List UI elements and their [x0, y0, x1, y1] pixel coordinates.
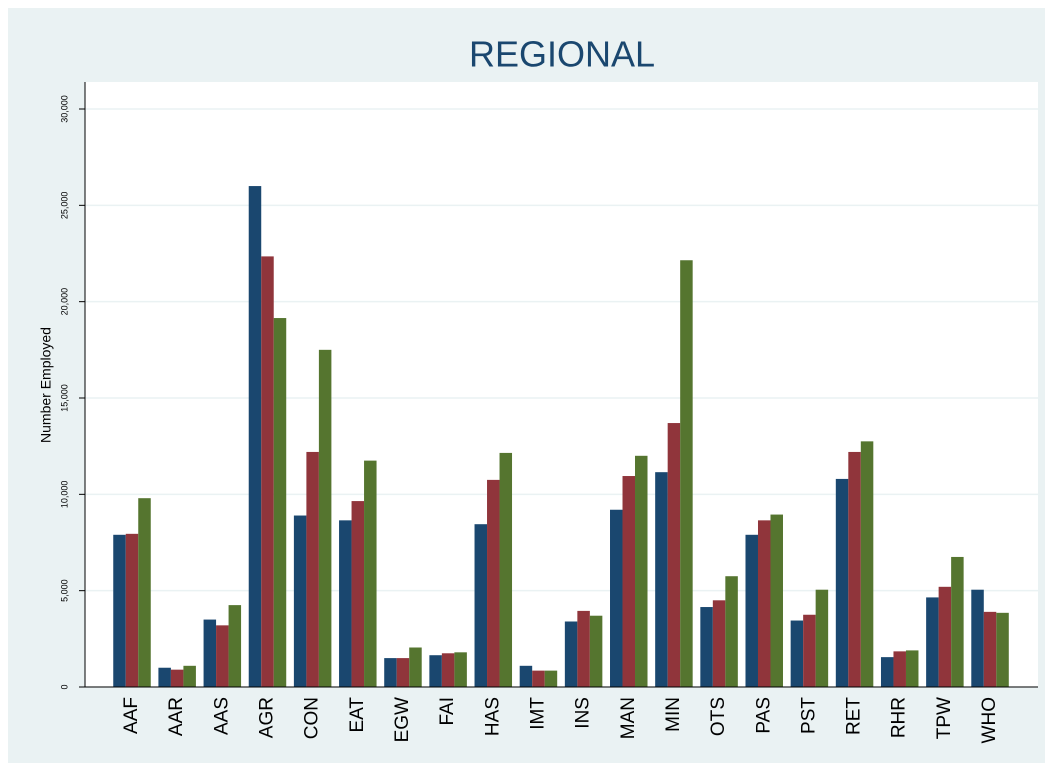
x-tick-label: PST: [798, 697, 819, 734]
bar: [429, 655, 442, 687]
y-tick-label: 0: [59, 684, 69, 689]
x-tick-label: FAI: [437, 697, 458, 726]
bar: [589, 615, 603, 687]
bar: [125, 533, 139, 687]
x-tick-label: AAS: [211, 697, 232, 735]
bar: [996, 612, 1009, 687]
bar: [409, 647, 422, 687]
bar: [835, 478, 849, 687]
chart-title: REGIONAL: [469, 34, 655, 75]
x-tick-label: TPW: [934, 697, 955, 739]
bar: [273, 318, 287, 687]
bar: [655, 472, 668, 687]
bar: [293, 515, 307, 687]
y-tick-label: 20,000: [59, 288, 69, 316]
bar: [396, 658, 410, 687]
x-tick-label: RHR: [889, 697, 910, 738]
bar: [745, 534, 758, 687]
x-tick-label: IMT: [527, 697, 548, 730]
bar: [158, 667, 171, 687]
bar: [384, 658, 397, 687]
bar: [610, 509, 623, 687]
x-tick-label: INS: [573, 697, 594, 729]
bar: [971, 589, 984, 687]
y-tick-label: 25,000: [59, 192, 69, 220]
bar: [519, 665, 533, 687]
bar: [893, 651, 906, 687]
bar: [248, 186, 262, 688]
bar: [487, 479, 500, 687]
bar: [138, 498, 151, 687]
y-tick-label: 30,000: [59, 95, 69, 123]
x-tick-label: EAT: [347, 697, 368, 733]
bar: [848, 451, 861, 687]
bar: [803, 614, 816, 687]
bar: [622, 476, 636, 687]
x-tick-label: EGW: [392, 697, 413, 742]
bar: [113, 534, 126, 687]
bar: [532, 670, 545, 687]
bar: [880, 657, 894, 687]
x-tick-label: AAR: [166, 697, 187, 736]
plot-region: [85, 82, 1038, 687]
bar: [454, 652, 467, 687]
bar: [564, 621, 578, 687]
bar: [983, 611, 997, 687]
bar: [938, 586, 952, 687]
bar: [216, 625, 229, 687]
bar: [474, 524, 488, 687]
bar: [860, 441, 874, 687]
bar: [815, 589, 829, 687]
bar: [790, 620, 804, 687]
bar: [544, 670, 558, 687]
bar: [339, 520, 352, 687]
x-tick-label: MIN: [663, 697, 684, 732]
bar: [351, 501, 365, 687]
bar: [635, 455, 648, 687]
bar: [712, 600, 726, 687]
bar: [577, 610, 590, 687]
y-axis-title: Number Employed: [38, 327, 54, 443]
y-tick-label: 15,000: [59, 384, 69, 412]
x-tick-label: AGR: [256, 697, 277, 738]
bar: [905, 650, 919, 687]
x-tick-label: CON: [302, 697, 323, 739]
x-tick-label: AAF: [121, 697, 142, 734]
bar: [261, 256, 274, 687]
y-tick-label: 10,000: [59, 481, 69, 509]
bar: [228, 605, 242, 687]
bar: [364, 460, 377, 687]
bar: [441, 653, 455, 687]
bar: [951, 556, 964, 687]
bar: [183, 665, 196, 687]
bar: [700, 607, 713, 687]
bar: [680, 260, 693, 687]
x-tick-label: RET: [844, 697, 865, 735]
bar: [318, 349, 332, 687]
x-tick-label: MAN: [618, 697, 639, 739]
bar: [770, 514, 783, 687]
bar: [203, 619, 217, 687]
bar: [926, 597, 939, 687]
y-tick-label: 5,000: [59, 579, 69, 602]
x-tick-label: OTS: [708, 697, 729, 736]
x-tick-label: PAS: [753, 697, 774, 734]
bar: [667, 423, 681, 687]
bar: [499, 452, 513, 687]
x-tick-label: WHO: [979, 697, 1000, 743]
bar: [757, 520, 771, 687]
bar: [306, 451, 319, 687]
x-tick-label: HAS: [482, 697, 503, 736]
bar: [170, 669, 184, 687]
bar: [725, 576, 738, 687]
